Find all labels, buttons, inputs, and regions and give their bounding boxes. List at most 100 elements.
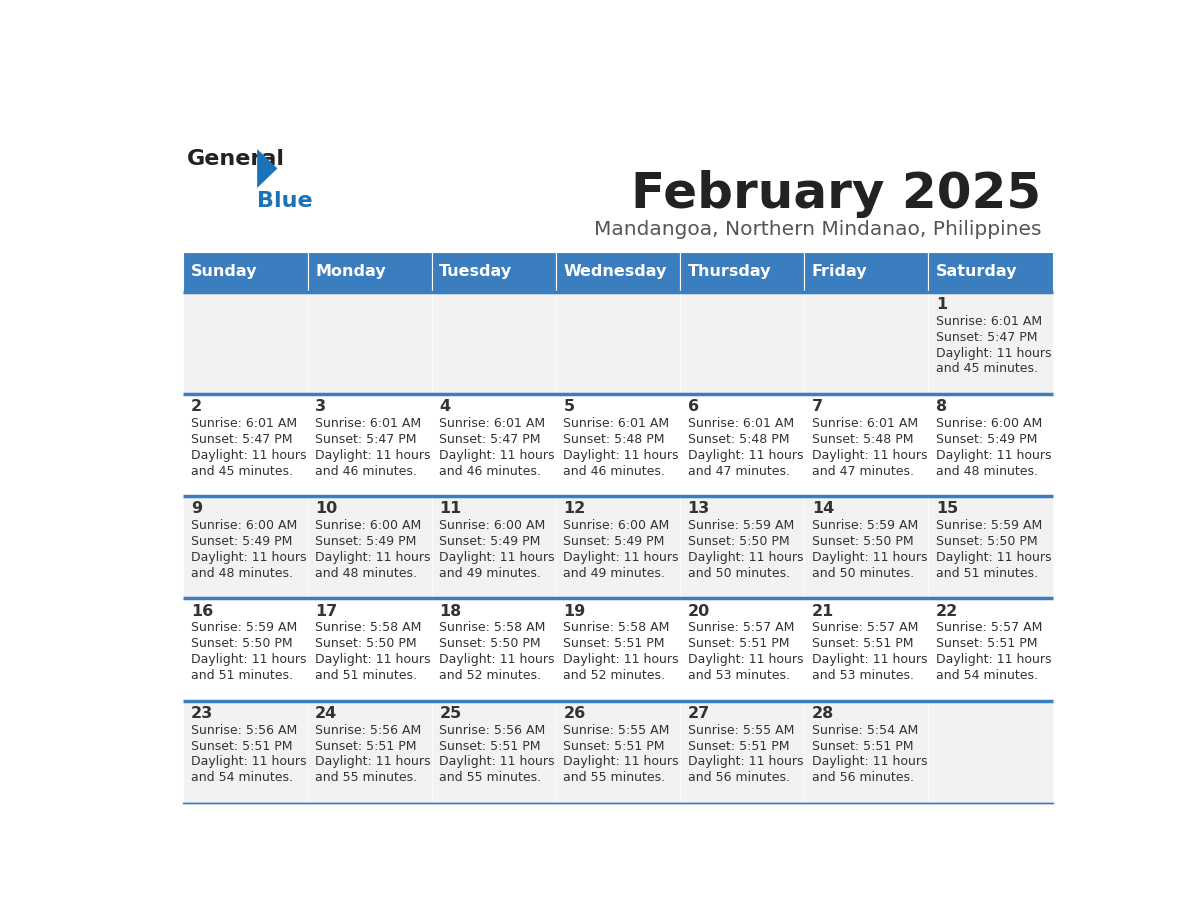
Text: Daylight: 11 hours: Daylight: 11 hours — [688, 756, 803, 768]
Bar — [431, 700, 556, 803]
Text: Sunrise: 5:55 AM: Sunrise: 5:55 AM — [688, 723, 794, 736]
Text: Sunset: 5:49 PM: Sunset: 5:49 PM — [563, 535, 665, 548]
Text: 6: 6 — [688, 399, 699, 414]
Text: Sunrise: 6:01 AM: Sunrise: 6:01 AM — [440, 417, 545, 430]
Text: Sunrise: 5:57 AM: Sunrise: 5:57 AM — [936, 621, 1042, 634]
Text: Daylight: 11 hours: Daylight: 11 hours — [440, 449, 555, 462]
Text: and 46 minutes.: and 46 minutes. — [440, 465, 542, 477]
Text: 13: 13 — [688, 501, 710, 516]
Bar — [681, 700, 804, 803]
Text: and 49 minutes.: and 49 minutes. — [440, 566, 542, 580]
Text: Sunset: 5:49 PM: Sunset: 5:49 PM — [936, 433, 1037, 446]
Text: and 50 minutes.: and 50 minutes. — [688, 566, 790, 580]
Text: 9: 9 — [191, 501, 202, 516]
Bar — [183, 394, 308, 497]
Text: Sunset: 5:48 PM: Sunset: 5:48 PM — [811, 433, 914, 446]
Bar — [556, 252, 681, 292]
Text: 24: 24 — [315, 706, 337, 721]
Text: Blue: Blue — [257, 192, 312, 211]
Text: Sunset: 5:50 PM: Sunset: 5:50 PM — [191, 637, 292, 650]
Bar — [556, 292, 681, 394]
Text: Sunset: 5:51 PM: Sunset: 5:51 PM — [936, 637, 1037, 650]
Text: Wednesday: Wednesday — [563, 264, 666, 279]
Text: Sunrise: 5:56 AM: Sunrise: 5:56 AM — [191, 723, 297, 736]
Text: Sunset: 5:51 PM: Sunset: 5:51 PM — [315, 740, 417, 753]
Bar — [183, 292, 308, 394]
Bar — [804, 394, 929, 497]
Bar — [183, 497, 308, 599]
Text: 28: 28 — [811, 706, 834, 721]
Bar — [681, 252, 804, 292]
Text: 17: 17 — [315, 603, 337, 619]
Bar — [308, 292, 431, 394]
Bar — [308, 252, 431, 292]
Text: Daylight: 11 hours: Daylight: 11 hours — [563, 653, 678, 666]
Text: Sunset: 5:47 PM: Sunset: 5:47 PM — [315, 433, 417, 446]
Text: Monday: Monday — [315, 264, 386, 279]
Text: Sunset: 5:50 PM: Sunset: 5:50 PM — [936, 535, 1037, 548]
Bar — [929, 292, 1053, 394]
Text: and 54 minutes.: and 54 minutes. — [936, 669, 1038, 682]
Text: Daylight: 11 hours: Daylight: 11 hours — [936, 551, 1051, 564]
Bar — [431, 252, 556, 292]
Text: Sunrise: 6:00 AM: Sunrise: 6:00 AM — [936, 417, 1042, 430]
Text: Sunrise: 5:59 AM: Sunrise: 5:59 AM — [688, 520, 794, 532]
Text: Sunset: 5:51 PM: Sunset: 5:51 PM — [563, 637, 665, 650]
Text: Sunrise: 5:59 AM: Sunrise: 5:59 AM — [811, 520, 918, 532]
Text: and 46 minutes.: and 46 minutes. — [315, 465, 417, 477]
Bar — [929, 700, 1053, 803]
Text: Daylight: 11 hours: Daylight: 11 hours — [191, 449, 307, 462]
Text: Daylight: 11 hours: Daylight: 11 hours — [811, 653, 928, 666]
Text: 18: 18 — [440, 603, 461, 619]
Text: Sunset: 5:51 PM: Sunset: 5:51 PM — [688, 740, 789, 753]
Bar — [929, 252, 1053, 292]
Bar — [308, 599, 431, 700]
Bar — [308, 497, 431, 599]
Text: and 56 minutes.: and 56 minutes. — [811, 771, 914, 784]
Text: and 53 minutes.: and 53 minutes. — [688, 669, 790, 682]
Text: 23: 23 — [191, 706, 213, 721]
Bar — [681, 497, 804, 599]
Text: Sunset: 5:51 PM: Sunset: 5:51 PM — [811, 740, 914, 753]
Text: Mandangoa, Northern Mindanao, Philippines: Mandangoa, Northern Mindanao, Philippine… — [594, 219, 1042, 239]
Text: Sunset: 5:48 PM: Sunset: 5:48 PM — [688, 433, 789, 446]
Text: Sunset: 5:49 PM: Sunset: 5:49 PM — [191, 535, 292, 548]
Text: and 55 minutes.: and 55 minutes. — [440, 771, 542, 784]
Text: Daylight: 11 hours: Daylight: 11 hours — [688, 449, 803, 462]
Text: 21: 21 — [811, 603, 834, 619]
Text: 22: 22 — [936, 603, 959, 619]
Text: Daylight: 11 hours: Daylight: 11 hours — [440, 756, 555, 768]
Text: 4: 4 — [440, 399, 450, 414]
Text: General: General — [188, 149, 285, 169]
Text: February 2025: February 2025 — [632, 170, 1042, 218]
Text: Sunrise: 6:01 AM: Sunrise: 6:01 AM — [315, 417, 422, 430]
Text: Sunrise: 6:00 AM: Sunrise: 6:00 AM — [563, 520, 670, 532]
Text: and 54 minutes.: and 54 minutes. — [191, 771, 293, 784]
Text: and 48 minutes.: and 48 minutes. — [315, 566, 417, 580]
Text: 10: 10 — [315, 501, 337, 516]
Text: 25: 25 — [440, 706, 461, 721]
Text: and 52 minutes.: and 52 minutes. — [440, 669, 542, 682]
Text: 26: 26 — [563, 706, 586, 721]
Bar — [929, 497, 1053, 599]
Bar — [183, 252, 308, 292]
Text: Daylight: 11 hours: Daylight: 11 hours — [315, 551, 430, 564]
Text: and 52 minutes.: and 52 minutes. — [563, 669, 665, 682]
Text: and 51 minutes.: and 51 minutes. — [191, 669, 293, 682]
Text: Daylight: 11 hours: Daylight: 11 hours — [191, 653, 307, 666]
Text: Daylight: 11 hours: Daylight: 11 hours — [563, 756, 678, 768]
Text: Sunrise: 5:55 AM: Sunrise: 5:55 AM — [563, 723, 670, 736]
Text: Sunset: 5:47 PM: Sunset: 5:47 PM — [440, 433, 541, 446]
Text: Sunrise: 6:00 AM: Sunrise: 6:00 AM — [315, 520, 422, 532]
Text: 27: 27 — [688, 706, 710, 721]
Bar — [804, 497, 929, 599]
Bar — [308, 394, 431, 497]
Text: Sunset: 5:50 PM: Sunset: 5:50 PM — [315, 637, 417, 650]
Bar — [804, 292, 929, 394]
Text: and 50 minutes.: and 50 minutes. — [811, 566, 914, 580]
Text: Saturday: Saturday — [936, 264, 1017, 279]
Text: and 55 minutes.: and 55 minutes. — [563, 771, 665, 784]
Text: 2: 2 — [191, 399, 202, 414]
Polygon shape — [257, 149, 278, 188]
Text: Sunset: 5:51 PM: Sunset: 5:51 PM — [563, 740, 665, 753]
